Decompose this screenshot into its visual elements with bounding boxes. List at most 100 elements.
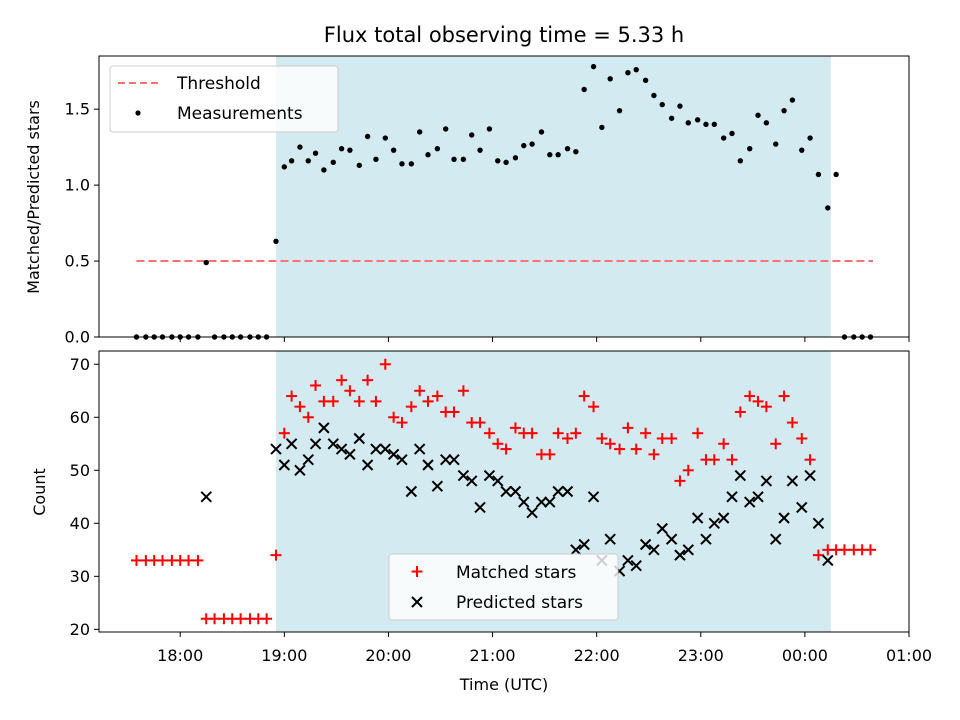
matched-star-point [752,395,764,407]
measurement-point [763,120,770,126]
predicted-star-point [700,533,712,545]
predicted-star-point [552,485,564,498]
matched-star-point [388,411,400,423]
y-tick-label: 1.5 [65,100,90,119]
matched-star-point [431,390,443,402]
matched-star-point [370,395,382,407]
measurement-point [486,126,493,132]
measurement-point [382,135,389,141]
matched-star-point [448,406,460,418]
matched-star-point [192,554,204,566]
predicted-star-point [353,432,365,445]
measurement-point [807,135,813,141]
predicted-star-point [309,438,322,450]
matched-star-point [796,432,808,444]
y-tick-label: 70 [70,355,90,374]
predicted-star-point [474,501,486,514]
measurement-point [633,66,639,73]
matched-star-point [457,385,469,397]
predicted-star-point [622,554,634,567]
predicted-star-point [770,533,782,545]
plot-frame-top [98,55,910,338]
measurement-point [338,145,345,152]
legend-measurements-swatch [135,110,141,116]
measurement-point [529,141,535,147]
predicted-star-point [760,475,773,487]
matched-star-point [552,427,564,439]
matched-star-point [336,374,348,386]
y-tick-label: 50 [70,461,90,480]
matched-star-point [278,427,290,439]
measurement-point [512,155,519,161]
predicted-star-point [379,443,392,455]
predicted-star-point [604,533,616,545]
matched-star-point [396,417,408,429]
predicted-star-point [743,496,756,508]
measurement-point [203,259,209,266]
measurement-point [590,63,597,70]
predicted-star-point [691,512,704,524]
measurement-point [581,86,587,93]
y-tick-label: 20 [70,620,90,639]
measurement-point [495,158,501,164]
y-tick-label: 60 [70,408,90,427]
predicted-star-point [587,491,600,503]
matched-star-point [235,613,247,625]
matched-star-point [708,454,720,466]
predicted-star-point [708,517,721,530]
predicted-star-point [674,549,686,561]
predicted-star-point [466,475,478,487]
measurement-point [720,135,727,141]
matched-star-point [544,448,556,460]
measurement-point [659,101,665,108]
matched-star-point [286,390,298,402]
matched-star-point [718,438,730,450]
matched-star-point [327,395,339,407]
matched-star-point [674,475,686,487]
measurement-point [330,159,336,166]
measurement-point [607,76,613,82]
legend-predicted-swatch [411,596,423,608]
matched-star-point [630,443,642,455]
x-axis-label: Time (UTC) [459,675,548,694]
predicted-star-point [370,443,382,455]
measurement-point [373,156,379,162]
panel-ratio: 0.0 0.5 1.0 1.5 Matched/Predicted stars Thr… [24,55,910,347]
measurement-point [434,145,441,152]
matched-star-point [474,417,486,429]
predicted-star-point [630,560,642,572]
predicted-star-point [752,491,764,503]
measurement-point [390,147,397,153]
measurement-point [564,145,571,152]
measurement-point [677,103,683,109]
plot-frame-bottom [98,350,910,633]
matched-star-point [596,432,608,444]
legend-bottom: Matched stars Predicted stars [388,553,619,621]
matched-star-point [622,422,634,434]
matched-star-point [666,432,678,444]
predicted-star-point [483,469,496,482]
measurement-point [833,171,839,178]
predicted-star-point [285,438,298,450]
matched-star-point [344,385,356,397]
predicted-star-point [561,485,574,498]
y-tick-label: 40 [70,514,90,533]
predicted-star-point [335,443,348,455]
predicted-star-point [278,459,291,471]
x-tick-label: 19:00 [261,646,307,665]
predicted-star-point [726,491,738,503]
measurement-point [305,158,311,164]
measurement-point [825,205,831,211]
predicted-star-point [648,544,660,556]
measurement-point [425,152,431,158]
matched-star-point [604,438,616,450]
matched-star-point [157,554,169,566]
predicted-star-point [500,485,512,498]
matched-star-point [838,544,850,556]
matched-star-point [692,427,704,439]
y-axis-label-bottom: Count [30,468,49,516]
y-tick-label: 0.5 [65,252,90,271]
matched-star-point [183,554,195,566]
predicted-star-point [786,475,799,487]
matched-star-point [483,427,495,439]
